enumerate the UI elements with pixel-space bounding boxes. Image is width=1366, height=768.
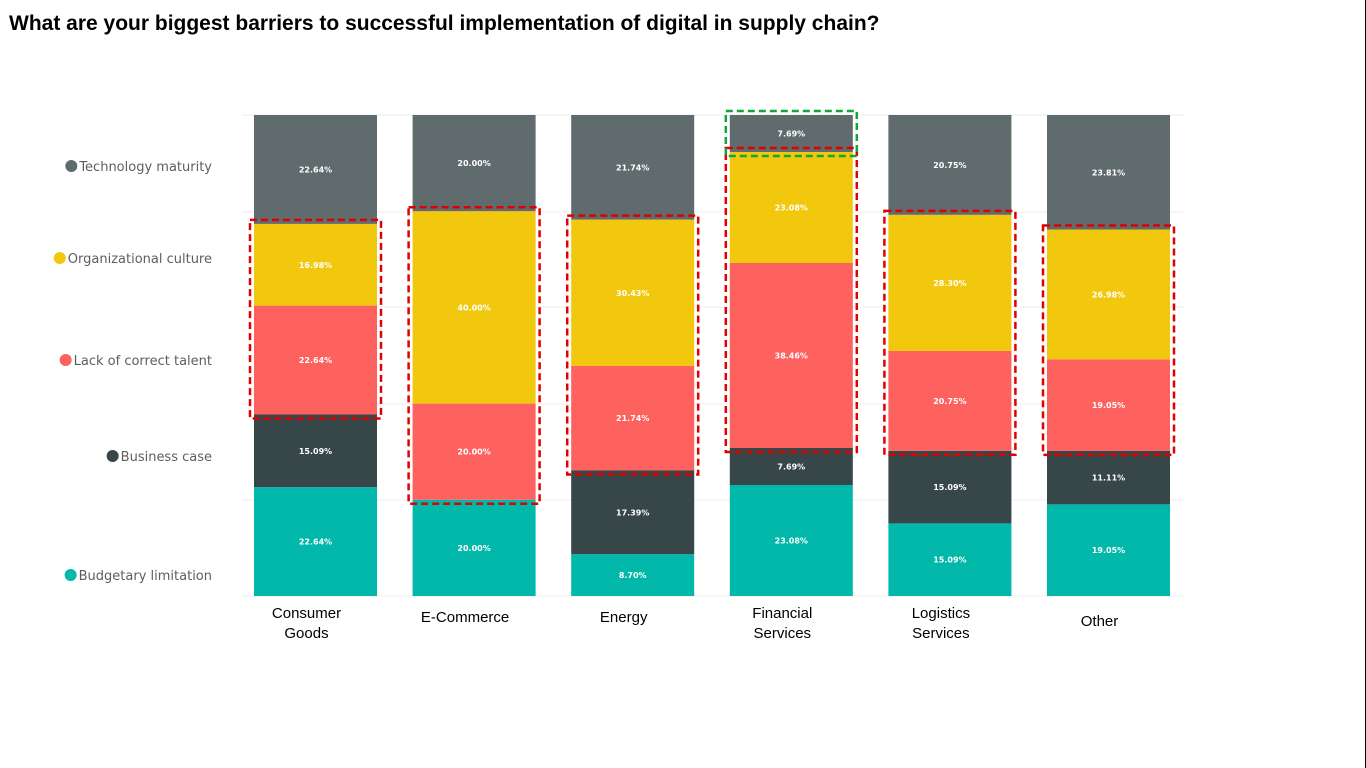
bar-segment-budgetary-limitation[interactable] (254, 487, 377, 596)
bar-segment-technology-maturity[interactable] (729, 115, 853, 152)
bar-segment-lack-of-correct-talent[interactable] (888, 350, 1012, 451)
data-label: 19.05% (1092, 401, 1125, 410)
data-label: 15.09% (933, 483, 966, 492)
x-axis-label-e-commerce: E-Commerce (421, 609, 509, 626)
bar-segment-budgetary-limitation[interactable] (571, 554, 695, 596)
legend-label: Organizational culture (68, 252, 212, 267)
bar-segment-lack-of-correct-talent[interactable] (1047, 359, 1170, 451)
data-label: 21.74% (616, 163, 649, 172)
data-label: 21.74% (616, 414, 649, 423)
bar-segment-budgetary-limitation[interactable] (1047, 504, 1170, 596)
bar-segment-lack-of-correct-talent[interactable] (571, 365, 695, 471)
data-label: 20.00% (457, 159, 490, 168)
data-label: 22.64% (299, 538, 332, 547)
bar-segment-lack-of-correct-talent[interactable] (254, 305, 377, 415)
x-axis-label-financial-services: Financial Services (752, 605, 812, 642)
legend-label: Lack of correct talent (74, 354, 212, 369)
red-highlight-box (883, 209, 1017, 457)
bar-segment-technology-maturity[interactable] (571, 115, 695, 220)
data-label: 26.98% (1092, 290, 1125, 299)
x-axis-label-energy: Energy (600, 609, 648, 626)
bar-segment-organizational-culture[interactable] (1047, 229, 1170, 360)
data-label: 15.09% (933, 556, 966, 565)
data-label: 22.64% (299, 356, 332, 365)
data-label: 17.39% (616, 508, 649, 517)
legend-item-budgetary-limitation[interactable]: Budgetary limitation (64, 569, 212, 584)
bar-segment-business-case[interactable] (254, 414, 377, 488)
legend-dot-icon (59, 354, 72, 366)
bar-segment-budgetary-limitation[interactable] (888, 523, 1012, 596)
bar-segment-organizational-culture[interactable] (412, 211, 536, 404)
bar-segment-business-case[interactable] (571, 470, 695, 555)
data-label: 16.98% (299, 261, 332, 270)
data-label: 15.09% (299, 447, 332, 456)
data-label: 30.43% (616, 289, 649, 298)
bar-segment-lack-of-correct-talent[interactable] (412, 403, 536, 500)
legend-item-organizational-culture[interactable]: Organizational culture (53, 252, 212, 267)
data-label: 20.00% (457, 448, 490, 457)
red-highlight-box (565, 214, 700, 476)
data-label: 28.30% (933, 279, 966, 288)
legend-dot-icon (64, 569, 77, 581)
legend-label: Technology maturity (78, 160, 212, 175)
data-label: 22.64% (299, 165, 332, 174)
legend: Technology maturity Organizational cultur… (53, 160, 212, 584)
data-label: 23.08% (775, 203, 808, 212)
red-highlight-box (1041, 224, 1176, 457)
gridlines (242, 114, 1184, 597)
bar-segment-technology-maturity[interactable] (412, 115, 536, 212)
x-axis-labels: Consumer Goods E-Commerce Energy Financial Se… (272, 605, 1118, 642)
data-label: 40.00% (457, 303, 490, 312)
legend-dot-icon (106, 450, 119, 462)
data-label: 23.81% (1092, 168, 1125, 177)
data-label: 20.00% (457, 544, 490, 553)
legend-item-lack-of-correct-talent[interactable]: Lack of correct talent (59, 354, 212, 369)
bar-segment-budgetary-limitation[interactable] (729, 484, 853, 596)
red-highlight-box (407, 205, 541, 506)
data-label: 7.69% (777, 129, 805, 138)
bar-segment-business-case[interactable] (888, 450, 1012, 524)
legend-label: Business case (121, 450, 212, 465)
legend-item-technology-maturity[interactable]: Technology maturity (65, 160, 212, 175)
data-label: 8.70% (619, 571, 647, 580)
data-label: 38.46% (775, 352, 808, 361)
legend-dot-icon (65, 160, 78, 172)
x-axis-label-logistics-services: Logistics Services (912, 605, 970, 642)
bar-segment-organizational-culture[interactable] (571, 219, 695, 366)
bar-segment-organizational-culture[interactable] (729, 151, 853, 264)
legend-dot-icon (53, 252, 66, 264)
data-label: 19.05% (1092, 546, 1125, 555)
bar-segment-lack-of-correct-talent[interactable] (729, 263, 853, 448)
data-label: 23.08% (775, 536, 808, 545)
bar-segment-business-case[interactable] (729, 447, 853, 485)
bar-segment-budgetary-limitation[interactable] (412, 499, 536, 596)
red-highlight-box (724, 146, 859, 454)
bar-segment-technology-maturity[interactable] (1047, 115, 1170, 230)
chart-title: What are your biggest barriers to succes… (9, 12, 880, 35)
bar-segment-technology-maturity[interactable] (888, 115, 1012, 215)
annotations (248, 109, 1176, 506)
data-label: 11.11% (1092, 474, 1125, 483)
data-label: 7.69% (777, 462, 805, 471)
bar-segment-technology-maturity[interactable] (254, 115, 377, 224)
x-axis-label-consumer-goods: Consumer Goods (272, 605, 341, 642)
legend-item-business-case[interactable]: Business case (106, 450, 212, 465)
bars (254, 115, 1170, 596)
x-axis-label-other: Other (1081, 613, 1119, 630)
bar-segment-organizational-culture[interactable] (254, 223, 377, 306)
segment-labels: 22.64% 15.09% 22.64% 16.98% 22.64% 20.00% 20.0… (299, 129, 1125, 580)
data-label: 20.75% (933, 161, 966, 170)
data-label: 20.75% (933, 397, 966, 406)
legend-label: Budgetary limitation (79, 569, 212, 584)
bar-segment-organizational-culture[interactable] (888, 214, 1012, 351)
bar-segment-business-case[interactable] (1047, 450, 1170, 505)
